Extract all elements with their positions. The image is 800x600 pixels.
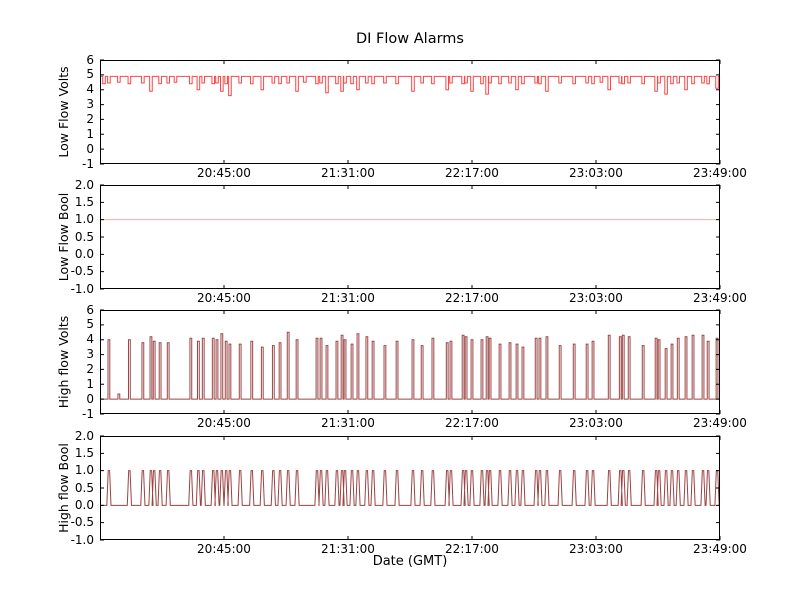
x-axis-title: Date (GMT): [372, 554, 448, 569]
y-tick-label: 1.0: [74, 463, 94, 478]
x-tick-label: 23:49:00: [693, 416, 747, 430]
y-tick-label: 0: [86, 141, 94, 156]
chart-title: DI Flow Alarms: [356, 31, 464, 47]
y-tick-label: 5: [86, 67, 94, 82]
subplot-high-flow-bool: [100, 435, 721, 541]
x-tick-label: 20:45:00: [197, 291, 251, 305]
y-tick-label: 0.5: [74, 229, 94, 244]
plot-area-low-flow-bool: [100, 184, 721, 290]
subplot-high-flow-volts: [100, 309, 721, 415]
y-tick-label: 4: [86, 82, 94, 97]
series-high_flow_bool: [100, 470, 720, 506]
tick-marks: [100, 435, 721, 541]
y-tick-label: -1.0: [70, 532, 94, 547]
x-tick-label: 23:03:00: [569, 542, 623, 556]
x-tick-label: 21:31:00: [321, 166, 375, 180]
y-tick-label: 6: [86, 52, 94, 67]
y-tick-label: 2: [86, 111, 94, 126]
axes-spines: [100, 60, 720, 164]
y-tick-label: -1.0: [70, 281, 94, 296]
x-tick-label: 21:31:00: [321, 416, 375, 430]
x-tick-label: 23:49:00: [693, 542, 747, 556]
y-tick-label: 1.5: [74, 445, 94, 460]
x-tick-label: 22:17:00: [445, 166, 499, 180]
y-tick-label: -1: [82, 156, 94, 171]
y-tick-label: 4: [86, 332, 94, 347]
y-tick-label: 2.0: [74, 177, 94, 192]
y-tick-label: -0.5: [70, 264, 94, 279]
series-high_flow_volts: [100, 331, 720, 400]
subplot-low-flow-bool: [100, 184, 721, 290]
y-tick-label: 1.0: [74, 212, 94, 227]
x-tick-label: 23:03:00: [569, 416, 623, 430]
y-tick-label: 0.0: [74, 246, 94, 261]
axes-spines: [100, 310, 720, 414]
x-tick-label: 20:45:00: [197, 166, 251, 180]
tick-marks: [100, 59, 721, 165]
plot-area-low-flow-volts: [100, 59, 721, 165]
y-tick-label: 3: [86, 97, 94, 112]
x-tick-label: 23:49:00: [693, 291, 747, 305]
x-tick-label: 22:17:00: [445, 542, 499, 556]
y-tick-label: 5: [86, 317, 94, 332]
y-tick-label: 1: [86, 126, 94, 141]
y-tick-label: 1: [86, 376, 94, 391]
axes-spines: [100, 185, 720, 289]
y-tick-label: 0: [86, 391, 94, 406]
y-tick-label: 2: [86, 361, 94, 376]
y-tick-label: -0.5: [70, 515, 94, 530]
x-tick-label: 22:17:00: [445, 291, 499, 305]
x-tick-label: 21:31:00: [321, 542, 375, 556]
tick-marks: [100, 309, 721, 415]
subplot-low-flow-volts: [100, 59, 721, 165]
plot-area-high-flow-bool: [100, 435, 721, 541]
plot-area-high-flow-volts: [100, 309, 721, 415]
x-tick-label: 23:03:00: [569, 166, 623, 180]
x-tick-label: 21:31:00: [321, 291, 375, 305]
y-tick-label: -1: [82, 406, 94, 421]
tick-marks: [100, 184, 721, 290]
y-tick-label: 1.5: [74, 194, 94, 209]
x-tick-label: 23:49:00: [693, 166, 747, 180]
x-tick-label: 22:17:00: [445, 416, 499, 430]
y-tick-label: 6: [86, 302, 94, 317]
axes-spines: [100, 436, 720, 540]
y-tick-label: 0.0: [74, 497, 94, 512]
series-low_flow_volts: [100, 75, 720, 97]
y-tick-label: 2.0: [74, 428, 94, 443]
x-tick-label: 20:45:00: [197, 416, 251, 430]
y-tick-label: 0.5: [74, 480, 94, 495]
y-tick-label: 3: [86, 347, 94, 362]
x-tick-label: 23:03:00: [569, 291, 623, 305]
x-tick-label: 20:45:00: [197, 542, 251, 556]
